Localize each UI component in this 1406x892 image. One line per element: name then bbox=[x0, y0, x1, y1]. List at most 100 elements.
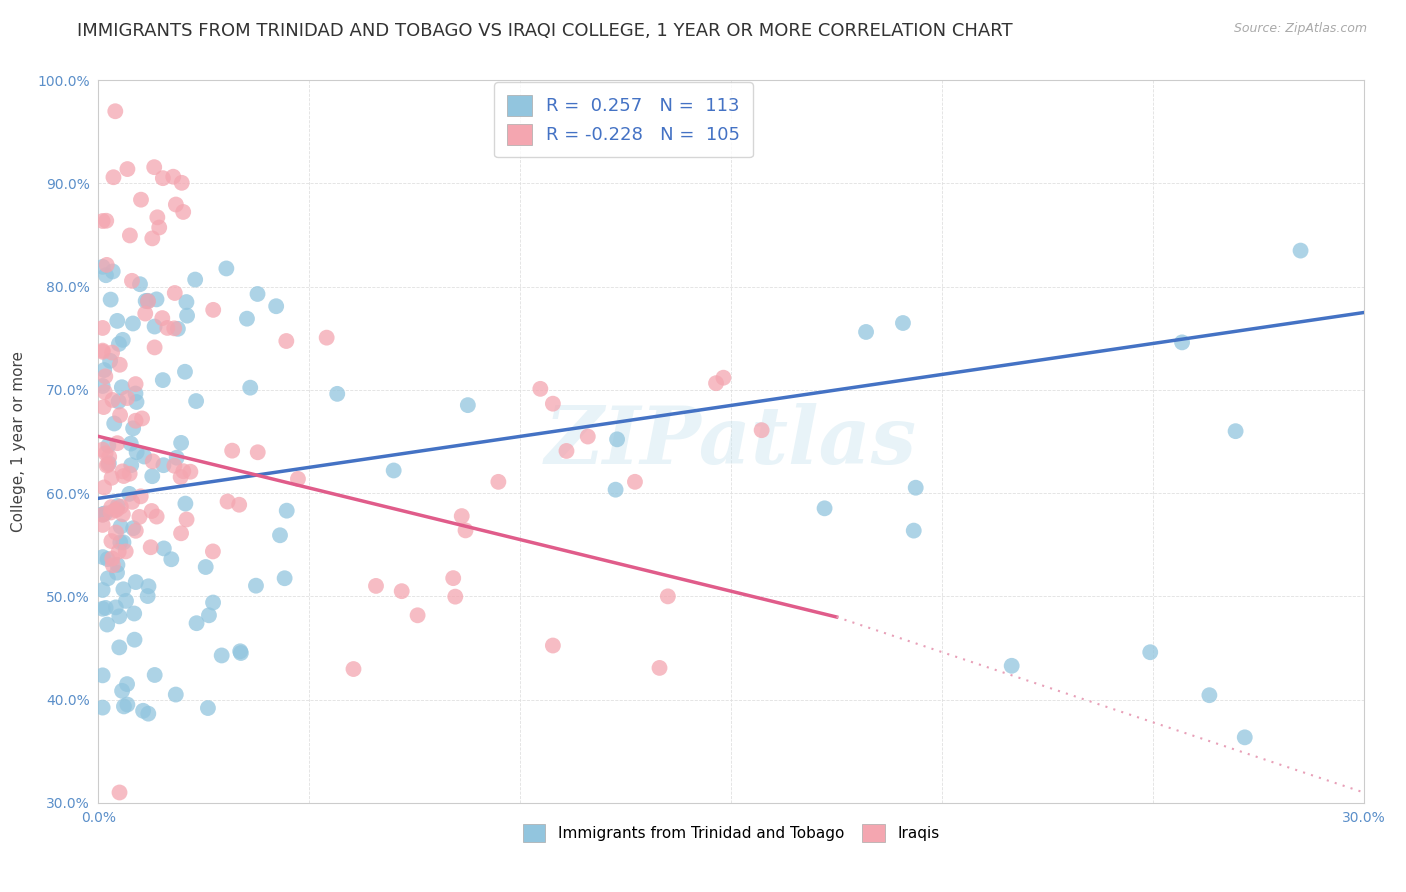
Point bbox=[184, 272, 207, 286]
Point bbox=[184, 394, 207, 409]
Point bbox=[236, 311, 259, 326]
Point bbox=[163, 321, 186, 335]
Point bbox=[111, 508, 134, 522]
Point bbox=[141, 231, 163, 245]
Point bbox=[145, 293, 167, 307]
Point bbox=[245, 579, 267, 593]
Point bbox=[186, 616, 208, 631]
Point bbox=[118, 228, 141, 243]
Point bbox=[287, 472, 309, 486]
Point bbox=[98, 353, 121, 368]
Point bbox=[124, 386, 146, 401]
Point bbox=[111, 684, 134, 698]
Point bbox=[441, 571, 464, 585]
Point bbox=[145, 509, 167, 524]
Point bbox=[903, 524, 925, 538]
Point bbox=[129, 489, 152, 503]
Point bbox=[174, 365, 197, 379]
Point bbox=[450, 509, 472, 524]
Point bbox=[704, 376, 727, 391]
Point bbox=[138, 579, 160, 593]
Point bbox=[96, 617, 118, 632]
Point bbox=[129, 277, 152, 292]
Point bbox=[112, 699, 135, 714]
Point bbox=[135, 293, 157, 308]
Point bbox=[146, 211, 169, 225]
Point bbox=[555, 444, 578, 458]
Point bbox=[93, 363, 115, 377]
Point bbox=[108, 609, 131, 624]
Point bbox=[107, 544, 129, 558]
Point bbox=[98, 450, 121, 464]
Point bbox=[112, 582, 135, 597]
Point bbox=[105, 436, 128, 450]
Point bbox=[94, 369, 117, 384]
Text: IMMIGRANTS FROM TRINIDAD AND TOBAGO VS IRAQI COLLEGE, 1 YEAR OR MORE CORRELATION: IMMIGRANTS FROM TRINIDAD AND TOBAGO VS I… bbox=[77, 22, 1012, 40]
Point bbox=[91, 508, 114, 522]
Point bbox=[97, 552, 120, 566]
Point bbox=[124, 377, 146, 392]
Point bbox=[104, 503, 127, 517]
Point bbox=[124, 632, 146, 647]
Point bbox=[105, 314, 128, 328]
Point bbox=[131, 411, 153, 425]
Point bbox=[125, 445, 148, 459]
Point bbox=[136, 294, 159, 309]
Point bbox=[112, 535, 135, 549]
Point bbox=[172, 205, 194, 219]
Point bbox=[148, 220, 170, 235]
Point bbox=[176, 512, 198, 526]
Y-axis label: College, 1 year or more: College, 1 year or more bbox=[11, 351, 27, 532]
Point bbox=[122, 521, 145, 535]
Point bbox=[134, 307, 156, 321]
Point bbox=[97, 458, 120, 472]
Point bbox=[101, 264, 124, 278]
Point bbox=[813, 501, 835, 516]
Point bbox=[1233, 731, 1256, 745]
Point bbox=[121, 495, 143, 509]
Point bbox=[91, 668, 114, 682]
Text: Source: ZipAtlas.com: Source: ZipAtlas.com bbox=[1233, 22, 1367, 36]
Point bbox=[170, 526, 193, 541]
Point bbox=[150, 311, 173, 326]
Point bbox=[606, 433, 628, 447]
Point bbox=[264, 299, 287, 313]
Point bbox=[91, 517, 114, 532]
Point bbox=[382, 463, 405, 477]
Point bbox=[143, 340, 166, 354]
Point bbox=[97, 456, 120, 470]
Point bbox=[100, 293, 122, 307]
Point bbox=[91, 507, 114, 521]
Point bbox=[132, 704, 155, 718]
Point bbox=[91, 582, 114, 597]
Point bbox=[1171, 335, 1194, 350]
Point bbox=[855, 325, 877, 339]
Point bbox=[141, 469, 163, 483]
Point bbox=[276, 504, 298, 518]
Point bbox=[134, 450, 156, 464]
Point bbox=[198, 608, 221, 623]
Point bbox=[101, 392, 124, 407]
Point bbox=[713, 370, 735, 384]
Point bbox=[122, 607, 145, 621]
Point bbox=[91, 442, 114, 457]
Point bbox=[170, 176, 193, 190]
Point bbox=[160, 552, 183, 566]
Point bbox=[891, 316, 914, 330]
Point bbox=[118, 487, 141, 501]
Point bbox=[91, 343, 114, 358]
Point bbox=[273, 571, 295, 585]
Point bbox=[114, 544, 136, 558]
Point bbox=[454, 524, 477, 538]
Point bbox=[486, 475, 509, 489]
Point bbox=[93, 384, 115, 399]
Point bbox=[94, 601, 117, 615]
Point bbox=[142, 454, 165, 468]
Point bbox=[111, 380, 134, 394]
Point bbox=[605, 483, 627, 497]
Point bbox=[202, 302, 225, 317]
Point bbox=[166, 450, 188, 465]
Point bbox=[110, 535, 132, 549]
Point bbox=[96, 458, 118, 473]
Point bbox=[444, 590, 467, 604]
